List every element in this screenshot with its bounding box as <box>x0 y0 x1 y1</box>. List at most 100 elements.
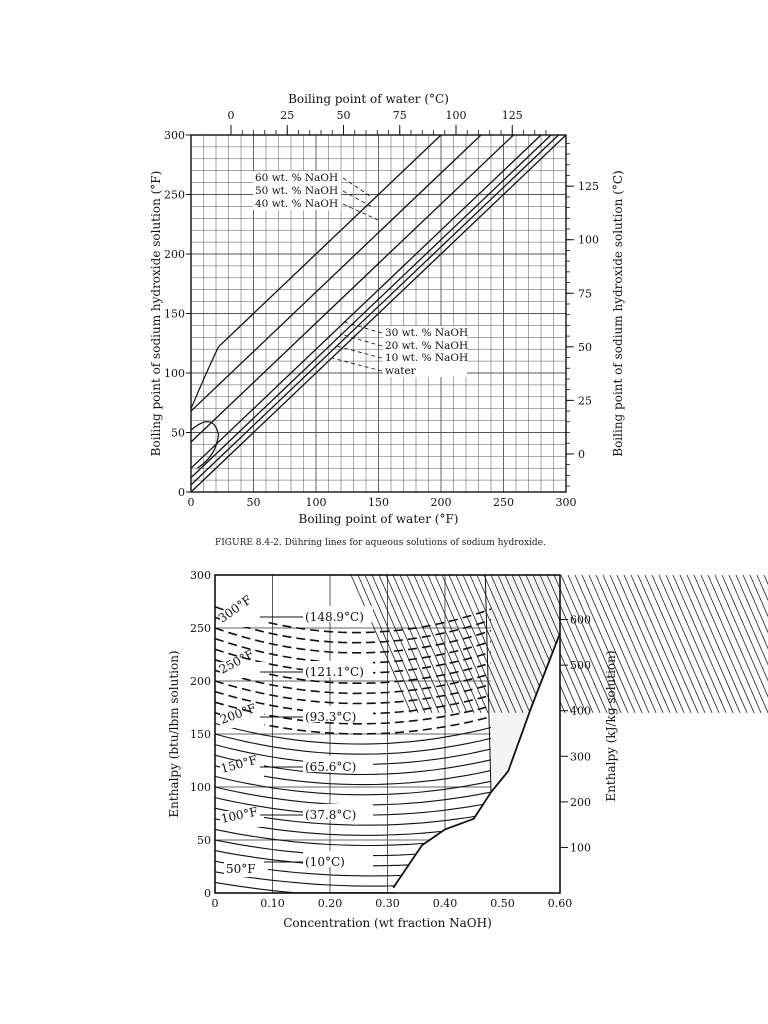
label-bg <box>253 184 341 197</box>
isotherm-temp-c: (121.1°C) <box>305 665 364 679</box>
series-line-40-wt-naoh <box>190 134 514 443</box>
x-tick-label: 250 <box>493 496 514 509</box>
hatch-line <box>679 574 741 713</box>
x-tick-label: 300 <box>556 496 577 509</box>
y2-tick-label: 50 <box>578 341 592 354</box>
y-tick-label-2: 150 <box>190 728 211 741</box>
y-axis-title: Boiling point of sodium hydroxide soluti… <box>149 171 163 457</box>
hatch-line <box>651 574 713 713</box>
label-bg <box>303 851 373 867</box>
series-line-60-wt-naoh <box>218 134 442 348</box>
leader-line <box>342 190 375 209</box>
isotherm-240F <box>214 669 492 695</box>
hatch-line <box>742 574 768 634</box>
hatch-line <box>511 574 573 713</box>
hatch-line <box>693 574 755 713</box>
hatch-line <box>427 574 489 713</box>
x-tick-label-2: 0.50 <box>490 897 515 910</box>
hatch-line <box>665 574 727 713</box>
x2-tick-label: 100 <box>446 109 467 122</box>
hatch-line <box>630 574 692 713</box>
y2-tick-label-2: 400 <box>570 705 591 718</box>
hatch-line <box>469 574 531 713</box>
hatch-line <box>371 574 433 713</box>
figure-caption: FIGURE 8.4-2. Dühring lines for aqueous … <box>215 538 546 548</box>
hatch-line <box>357 574 419 713</box>
hatch-line <box>749 574 768 618</box>
hatch-line <box>588 574 650 713</box>
x2-tick-label: 0 <box>228 109 235 122</box>
hatch-line <box>392 574 454 713</box>
isotherm-temp-c: (37.8°C) <box>305 808 356 822</box>
y-tick-label: 100 <box>164 367 185 380</box>
x2-axis-title: Boiling point of water (°C) <box>288 92 449 106</box>
hatch-line <box>406 574 468 713</box>
hatch-line <box>399 574 461 713</box>
label-bg <box>220 712 264 728</box>
leader-line <box>342 177 371 197</box>
x-tick-label-2: 0.40 <box>433 897 458 910</box>
isotherm-temp-f: 50°F <box>226 862 256 876</box>
hatch-line <box>518 574 580 713</box>
hatch-line <box>546 574 608 713</box>
y-tick-label-2: 0 <box>204 887 211 900</box>
hatch-line <box>434 574 496 713</box>
series-line-20-wt-naoh <box>190 134 552 479</box>
line-label: 50 wt. % NaOH <box>255 185 338 197</box>
y-axis-title-2: Enthalpy (btu/lbm solution) <box>167 650 181 817</box>
y2-tick-label-2: 500 <box>570 659 591 672</box>
hatch-line <box>462 574 524 713</box>
hatch-line <box>714 574 768 698</box>
y2-tick-label-2: 300 <box>570 750 591 763</box>
isotherm-180F <box>214 733 492 755</box>
isotherm-140F <box>214 775 492 796</box>
x-tick-label: 150 <box>368 496 389 509</box>
label-bg <box>220 611 264 627</box>
series-hook-50 <box>190 421 220 469</box>
region-mask <box>393 633 560 893</box>
leader-line <box>331 357 383 372</box>
isotherm-280F <box>214 627 492 654</box>
hatch-line <box>441 574 503 713</box>
hatch-line <box>644 574 706 713</box>
y2-tick-label-2: 100 <box>570 841 591 854</box>
hatch-line <box>637 574 699 713</box>
hatch-line <box>574 574 636 713</box>
y-tick-label-2: 100 <box>190 781 211 794</box>
plot-frame-2 <box>214 574 561 894</box>
hatch-line <box>707 574 768 713</box>
hatch-line <box>756 574 768 602</box>
label-bg <box>303 804 373 820</box>
isotherm-190F <box>214 722 492 745</box>
series-hook-60 <box>190 346 220 409</box>
hatch-line <box>721 574 768 682</box>
series-line-30-wt-naoh <box>190 134 542 469</box>
hatch-line <box>350 574 412 713</box>
x-tick-label: 200 <box>431 496 452 509</box>
label-bg <box>220 811 264 827</box>
hatch-line <box>476 574 538 713</box>
hatch-line <box>686 574 748 713</box>
x-tick-label-2: 0.60 <box>548 897 573 910</box>
hatch-line <box>532 574 594 713</box>
y-tick-label: 250 <box>164 189 185 202</box>
hatch-line <box>539 574 601 713</box>
series-line-50-wt-naoh <box>190 134 482 412</box>
y2-axis-title-2: Enthalpy (kJ/kg solution) <box>604 650 618 801</box>
hatch-line <box>581 574 643 713</box>
hatch-line <box>735 574 768 650</box>
x-tick-label: 100 <box>306 496 327 509</box>
y2-tick-label-2: 200 <box>570 796 591 809</box>
label-bg <box>224 861 268 877</box>
x2-tick-label: 50 <box>337 109 351 122</box>
hatch-line <box>483 574 545 713</box>
label-bg <box>303 606 373 622</box>
y2-axis-title: Boiling point of sodium hydroxide soluti… <box>611 170 625 456</box>
saturation-boundary <box>392 632 561 889</box>
leader-line <box>335 345 383 359</box>
line-label: 10 wt. % NaOH <box>385 352 468 364</box>
y2-tick-label: 75 <box>578 287 592 300</box>
y-tick-label-2: 50 <box>197 834 211 847</box>
isotherm-temp-c: (10°C) <box>305 855 345 869</box>
